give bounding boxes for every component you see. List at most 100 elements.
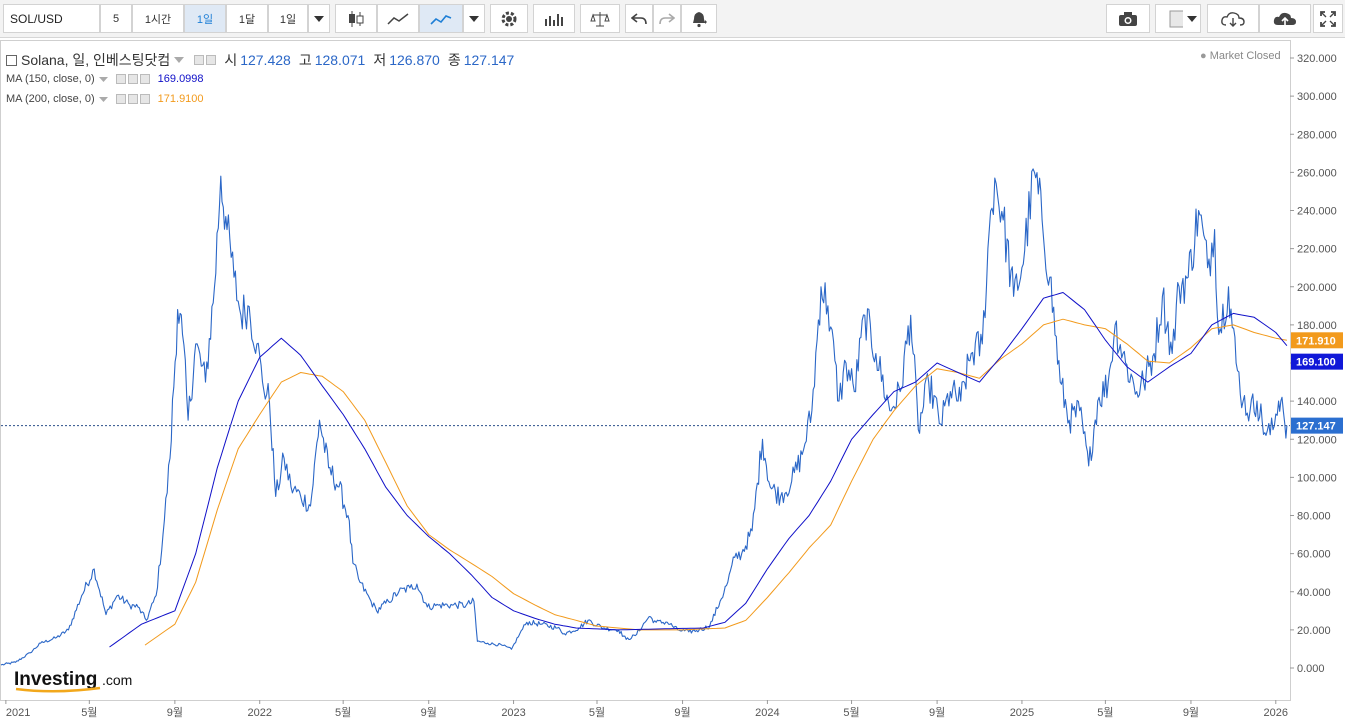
y-tick-label: 120.000 [1297,434,1337,446]
y-tick-label: 20.000 [1297,625,1331,637]
open-label: 시 [224,52,238,68]
svg-text:Investing: Investing [14,669,97,690]
collapse-legend-icon[interactable] [6,54,17,66]
undo-icon [631,12,647,24]
x-tick-label: 9월 [674,706,690,719]
ma150-value: 169.0998 [157,73,204,85]
legend-ma150: MA (150, close, 0) 169.0998 [6,73,204,85]
bar-chart-type-button[interactable] [377,4,419,33]
y-tick-label: 280.000 [1297,129,1337,141]
interval-1mo-button[interactable]: 1달 [226,4,268,33]
y-tick-label: 260.000 [1297,167,1337,179]
close-icon[interactable] [139,94,150,104]
x-tick-label: 5월 [335,706,351,719]
ma200-price-tag [1291,332,1343,349]
cloud-upload-icon [1273,12,1296,26]
ma200-price-tag-text: 171.910 [1296,335,1336,347]
cloud-download-button[interactable] [1207,4,1259,33]
legend-main: Solana, 일, 인베스팅닷컴 시 127.428 고 128.071 저 … [6,50,514,70]
y-tick-label: 180.000 [1297,320,1337,332]
y-tick-label: 140.000 [1297,396,1337,408]
low-label: 저 [373,52,387,68]
x-tick-label: 2025 [1010,707,1034,719]
fullscreen-button[interactable] [1313,4,1343,33]
price-line [0,168,1288,666]
candlestick-button[interactable] [335,4,377,33]
period-button[interactable]: 1일 [268,4,308,33]
last-price-tag [1291,417,1343,434]
period-dropdown[interactable] [308,4,330,33]
high-label: 고 [298,52,312,68]
fullscreen-icon [1320,10,1336,27]
symbol-input[interactable]: SOL/USD [3,4,100,33]
y-tick-label: 60.000 [1297,549,1331,561]
y-tick-label: 300.000 [1297,91,1337,103]
x-tick-label: 5월 [843,706,859,719]
interval-1d-button[interactable]: 1일 [184,4,226,33]
interval-1h-button[interactable]: 1시간 [132,4,184,33]
x-tick-label: 2022 [247,707,271,719]
gear-icon[interactable] [127,94,138,104]
x-tick-label: 9월 [929,706,945,719]
indicators-button[interactable] [533,4,575,33]
y-tick-label: 320.000 [1297,53,1337,65]
undo-button[interactable] [625,4,653,33]
ma150-line [109,292,1288,648]
cloud-upload-button[interactable] [1259,4,1311,33]
x-tick-label: 2024 [755,707,779,719]
compare-button[interactable] [580,4,620,33]
chevron-down-icon [469,15,479,22]
close-label: 종 [447,52,461,68]
ma200-line [144,318,1287,646]
chevron-down-icon [1186,15,1197,22]
settings-button[interactable] [490,4,528,33]
legend-title: Solana, 일, 인베스팅닷컴 [21,52,171,68]
open-value: 127.428 [240,52,291,68]
redo-button[interactable] [653,4,681,33]
camera-icon [1119,11,1137,26]
price-tags: 171.910 169.100 127.147 [1291,332,1343,434]
gear-icon[interactable] [206,55,217,65]
market-status: ● Market Closed [1200,50,1281,62]
chevron-down-icon[interactable] [174,57,185,63]
svg-text:.com: .com [102,672,132,688]
ma200-label: MA (200, close, 0) [6,93,95,105]
x-tick-label: 2026 [1264,707,1288,719]
line-chart-type-button[interactable] [419,4,463,33]
eye-icon[interactable] [115,74,126,84]
y-tick-label: 40.000 [1297,587,1331,599]
indicators-icon [545,13,563,26]
candlestick-icon [349,10,364,27]
y-tick-label: 240.000 [1297,206,1337,218]
redo-icon [659,12,675,24]
theme-dropdown[interactable] [1183,4,1201,33]
legend-ma200: MA (200, close, 0) 171.9100 [6,93,204,105]
ma150-label: MA (150, close, 0) [6,73,95,85]
y-axis: 0.000 20.000 40.000 60.000 80.000 100.000 120.… [1290,53,1337,675]
chevron-down-icon [314,15,324,22]
x-tick-label: 5월 [589,706,605,719]
interval-input[interactable]: 5 [100,4,132,33]
series-layer [0,168,1290,666]
x-tick-label: 9월 [167,706,183,719]
cloud-download-icon [1221,11,1245,27]
screenshot-button[interactable] [1106,4,1150,33]
last-price-tag-text: 127.147 [1296,421,1336,433]
high-value: 128.071 [314,52,366,68]
scale-icon [590,11,610,26]
ma150-price-tag [1291,353,1343,370]
gear-icon[interactable] [127,74,138,84]
alert-button[interactable] [681,4,717,33]
chevron-down-icon[interactable] [98,96,108,102]
eye-icon[interactable] [115,94,126,104]
chart-type-dropdown[interactable] [463,4,485,33]
plot-border [0,40,1291,701]
close-icon[interactable] [139,74,150,84]
y-tick-label: 160.000 [1297,358,1337,370]
y-tick-label: 220.000 [1297,244,1337,256]
eye-icon[interactable] [194,55,205,65]
chevron-down-icon[interactable] [98,76,108,82]
investing-logo: Investing .com [14,669,132,693]
ma200-value: 171.9100 [157,93,204,105]
